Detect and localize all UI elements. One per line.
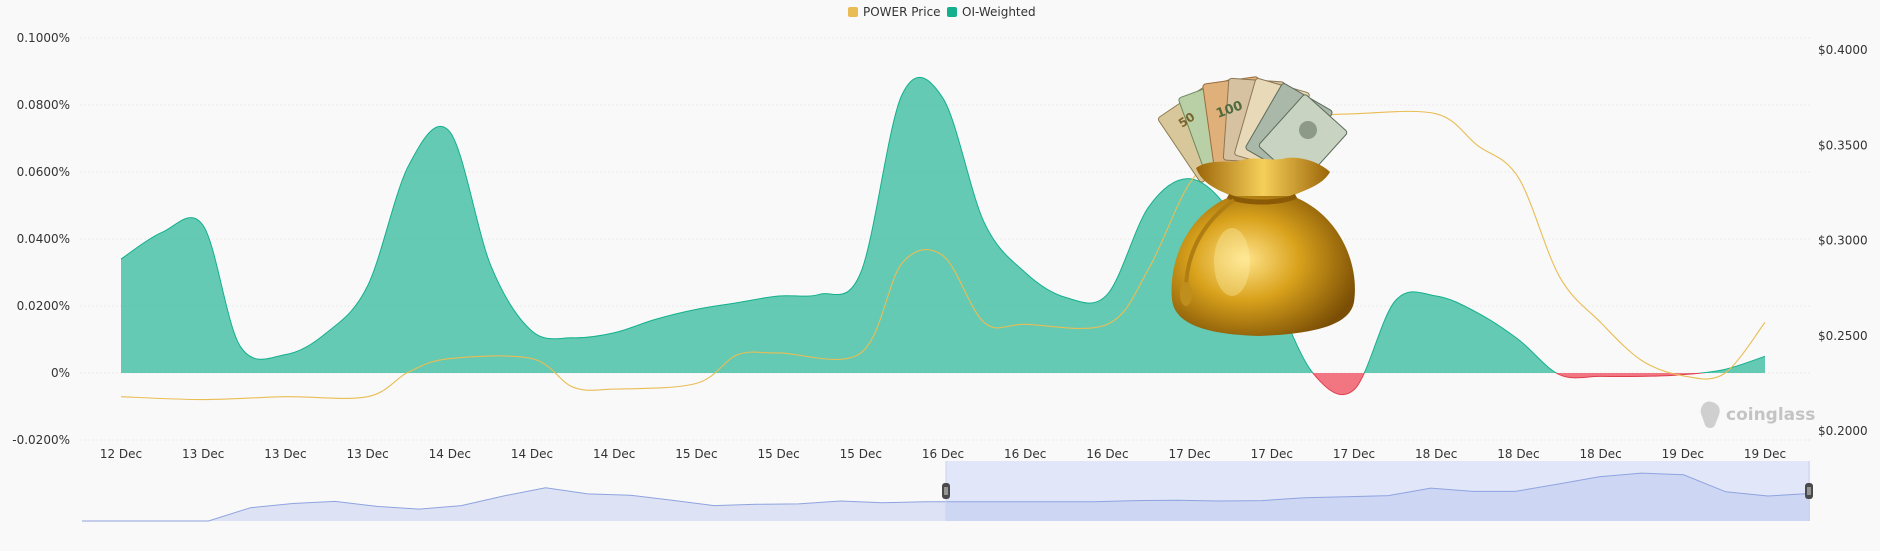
plot-area <box>120 76 1766 401</box>
bag-string <box>1184 198 1236 291</box>
navigator-selection[interactable] <box>946 461 1810 521</box>
left-tick-label: 0.0800% <box>17 98 70 112</box>
x-tick-label: 13 Dec <box>346 447 388 461</box>
x-tick-label: 13 Dec <box>182 447 224 461</box>
right-tick-label: $0.4000 <box>1818 43 1868 57</box>
legend-label-oi-weighted: OI-Weighted <box>962 5 1036 19</box>
x-tick-label: 14 Dec <box>593 447 635 461</box>
left-tick-label: 0.0200% <box>17 299 70 313</box>
x-tick-label: 19 Dec <box>1744 447 1786 461</box>
coinglass-watermark: coinglass <box>1700 401 1815 428</box>
left-tick-label: 0.0600% <box>17 165 70 179</box>
left-tick-label: 0.0400% <box>17 232 70 246</box>
legend-label-power-price: POWER Price <box>863 5 941 19</box>
x-tick-label: 18 Dec <box>1579 447 1621 461</box>
x-tick-label: 14 Dec <box>511 447 553 461</box>
x-tick-label: 16 Dec <box>1004 447 1046 461</box>
x-tick-label: 19 Dec <box>1662 447 1704 461</box>
left-tick-label: 0% <box>51 366 70 380</box>
x-tick-label: 18 Dec <box>1415 447 1457 461</box>
navigator-area <box>82 473 1810 521</box>
legend[interactable]: POWER Price OI-Weighted <box>848 5 1036 19</box>
navigator-right-handle[interactable] <box>1805 483 1813 499</box>
legend-swatch-power-price <box>848 7 858 17</box>
x-tick-label: 17 Dec <box>1251 447 1293 461</box>
navigator-left-handle[interactable] <box>942 483 950 499</box>
oi-weighted-area <box>121 77 1765 373</box>
legend-swatch-oi-weighted <box>947 7 957 17</box>
legend-item-oi-weighted[interactable]: OI-Weighted <box>947 5 1036 19</box>
bag-tie <box>1226 193 1298 205</box>
x-axis: 12 Dec 13 Dec 13 Dec 13 Dec 14 Dec 14 Dec 14 D… <box>100 447 1786 461</box>
bag-tassel <box>1180 282 1192 306</box>
x-tick-label: 15 Dec <box>675 447 717 461</box>
x-tick-label: 15 Dec <box>757 447 799 461</box>
left-tick-label: -0.0200% <box>12 433 70 447</box>
left-axis: -0.0200% 0% 0.0200% 0.0400% 0.0600% 0.0800% 0.… <box>12 31 70 447</box>
right-tick-label: $0.2000 <box>1818 424 1868 438</box>
right-axis: $0.2000 $0.2500 $0.3000 $0.3500 $0.4000 <box>1818 43 1868 438</box>
right-tick-label: $0.3000 <box>1818 234 1868 248</box>
x-tick-label: 17 Dec <box>1333 447 1375 461</box>
coinglass-logo-icon <box>1700 401 1720 428</box>
x-tick-label: 15 Dec <box>840 447 882 461</box>
navigator[interactable] <box>82 461 1813 522</box>
right-tick-label: $0.3500 <box>1818 138 1868 152</box>
right-tick-label: $0.2500 <box>1818 329 1868 343</box>
money-bag-image: 100 50 <box>1157 76 1355 336</box>
legend-item-power-price[interactable]: POWER Price <box>848 5 941 19</box>
x-tick-label: 18 Dec <box>1497 447 1539 461</box>
left-tick-label: 0.1000% <box>17 31 70 45</box>
oi-weighted-line <box>120 76 1766 373</box>
x-tick-label: 16 Dec <box>922 447 964 461</box>
x-tick-label: 16 Dec <box>1086 447 1128 461</box>
x-tick-label: 13 Dec <box>264 447 306 461</box>
power-price-line <box>120 110 1766 401</box>
x-tick-label: 14 Dec <box>429 447 471 461</box>
x-tick-label: 12 Dec <box>100 447 142 461</box>
x-tick-label: 17 Dec <box>1168 447 1210 461</box>
watermark-text: coinglass <box>1726 405 1815 425</box>
bag-ruffle <box>1196 157 1330 196</box>
bag-body <box>1171 196 1355 336</box>
